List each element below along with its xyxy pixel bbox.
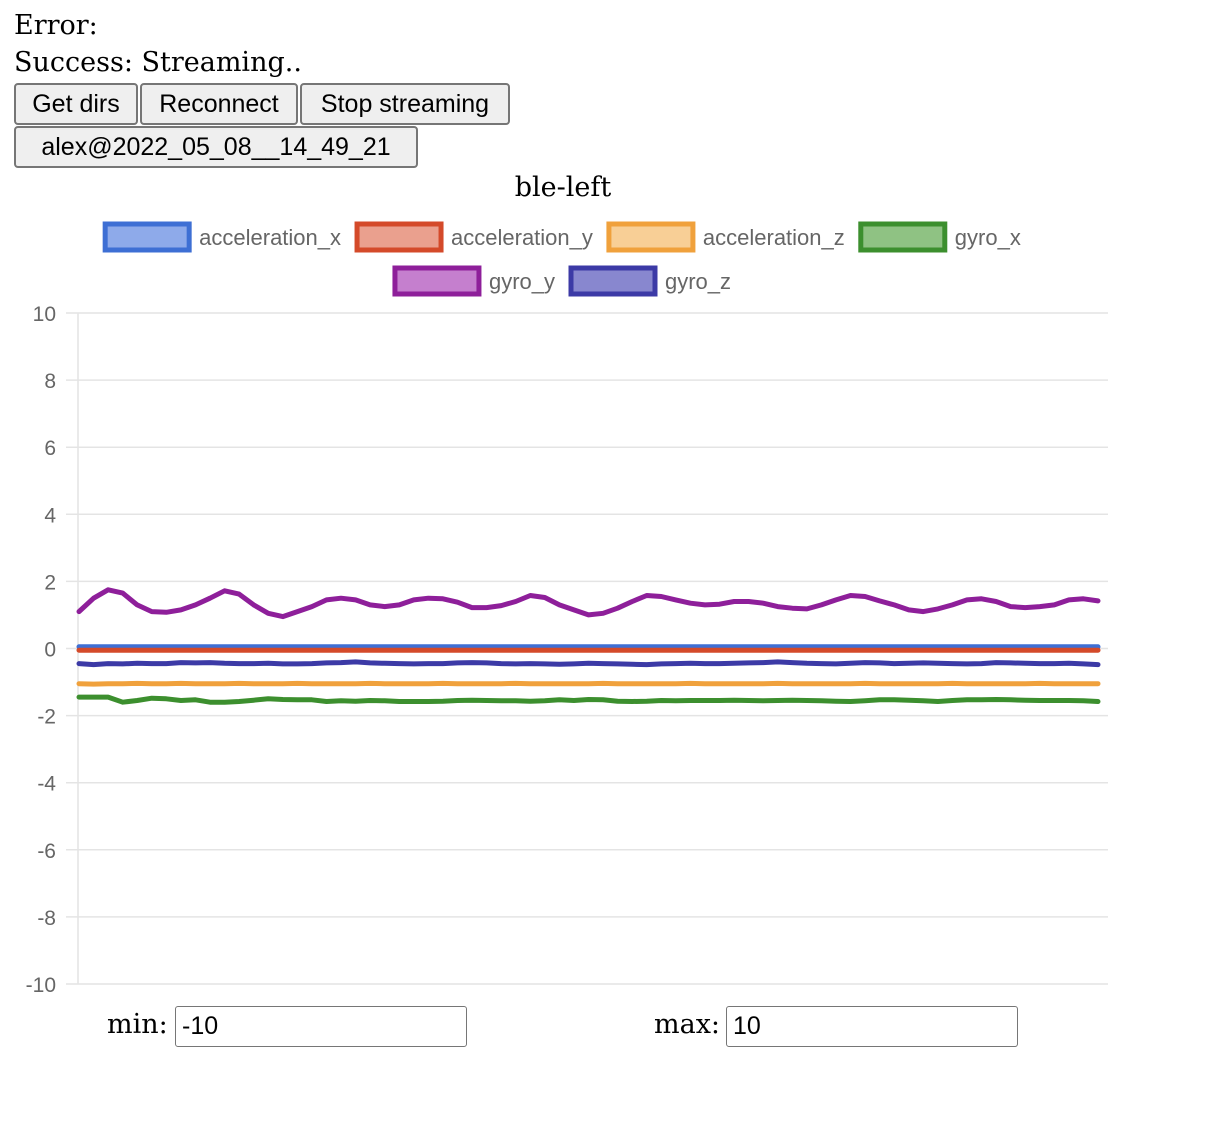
max-label: max:	[654, 1009, 721, 1040]
y-tick-label: 0	[44, 639, 56, 662]
y-tick-label: -4	[37, 773, 56, 796]
reconnect-button[interactable]: Reconnect	[140, 83, 298, 125]
legend-swatch	[858, 221, 948, 253]
legend-swatch	[606, 221, 696, 253]
min-label: min:	[107, 1009, 168, 1040]
sensor-line-chart: ble-left 10 8 6 4 2 0 -2 -4 -6 -8 -10 acceleration_x…	[26, 172, 1108, 997]
legend-label: acceleration_z	[703, 225, 845, 250]
series-line	[76, 680, 1101, 687]
y-tick-label: 6	[44, 437, 56, 460]
y-tick-label: 2	[44, 571, 56, 594]
legend-label: acceleration_x	[199, 225, 341, 250]
min-input[interactable]	[175, 1006, 467, 1047]
y-tick-label: -2	[37, 706, 56, 729]
directory-button[interactable]: alex@2022_05_08__14_49_21	[14, 126, 418, 168]
chart-title: ble-left	[515, 172, 612, 203]
error-status-label: Error:	[14, 10, 98, 41]
legend-swatch	[568, 265, 658, 297]
legend-swatch	[392, 265, 482, 297]
legend-swatch	[102, 221, 192, 253]
max-input[interactable]	[726, 1006, 1018, 1047]
get-dirs-button[interactable]: Get dirs	[14, 83, 138, 125]
legend-label: gyro_x	[955, 225, 1021, 250]
y-tick-label: -6	[37, 840, 56, 863]
legend-swatch	[354, 221, 444, 253]
legend-label: gyro_z	[665, 269, 731, 294]
y-tick-label: 10	[33, 303, 56, 326]
series-line	[76, 694, 1101, 705]
y-tick-label: 8	[44, 370, 56, 393]
series-line	[76, 659, 1101, 668]
y-tick-label: 4	[44, 504, 56, 527]
legend-label: gyro_y	[489, 269, 555, 294]
y-tick-label: -8	[37, 907, 56, 930]
legend-label: acceleration_y	[451, 225, 593, 250]
success-status-label: Success: Streaming..	[14, 47, 302, 78]
stop-streaming-button[interactable]: Stop streaming	[300, 83, 510, 125]
y-tick-label: -10	[26, 974, 56, 997]
series-line	[76, 587, 1101, 620]
